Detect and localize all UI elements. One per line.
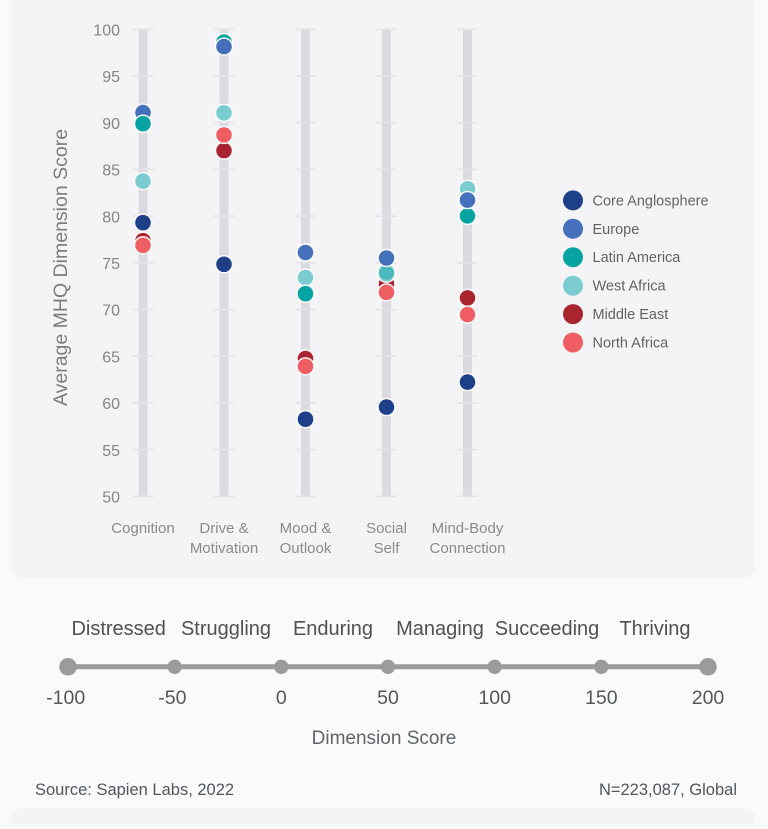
- svg-text:Average MHQ Dimension Score: Average MHQ Dimension Score: [50, 129, 72, 406]
- svg-text:Core Anglosphere: Core Anglosphere: [593, 193, 709, 209]
- svg-text:Latin America: Latin America: [593, 250, 682, 266]
- svg-text:90: 90: [102, 116, 120, 133]
- svg-text:Self: Self: [374, 540, 401, 557]
- svg-text:65: 65: [102, 349, 120, 366]
- svg-text:Connection: Connection: [430, 540, 506, 557]
- svg-text:55: 55: [102, 443, 120, 460]
- svg-text:50: 50: [377, 687, 399, 709]
- svg-text:Middle East: Middle East: [593, 307, 669, 323]
- svg-text:Outlook: Outlook: [280, 540, 332, 557]
- svg-text:Motivation: Motivation: [190, 540, 258, 557]
- svg-text:100: 100: [93, 23, 120, 40]
- svg-text:100: 100: [478, 687, 511, 709]
- svg-text:Distressed: Distressed: [71, 618, 165, 640]
- svg-text:North Africa: North Africa: [593, 336, 670, 352]
- svg-text:50: 50: [102, 490, 120, 507]
- svg-text:0: 0: [276, 687, 287, 709]
- svg-text:70: 70: [102, 303, 120, 320]
- svg-text:Social: Social: [366, 520, 407, 537]
- svg-text:N=223,087, Global: N=223,087, Global: [599, 781, 737, 799]
- svg-text:-100: -100: [46, 687, 85, 709]
- svg-text:Managing: Managing: [396, 618, 484, 640]
- svg-text:75: 75: [102, 256, 120, 273]
- svg-text:-50: -50: [158, 687, 186, 709]
- svg-text:80: 80: [102, 209, 120, 226]
- svg-text:150: 150: [585, 687, 618, 709]
- svg-text:Struggling: Struggling: [181, 618, 271, 640]
- svg-text:Mood &: Mood &: [280, 520, 332, 537]
- svg-text:Source: Sapien Labs, 2022: Source: Sapien Labs, 2022: [35, 781, 234, 799]
- svg-text:West Africa: West Africa: [593, 279, 667, 295]
- svg-text:Succeeding: Succeeding: [495, 618, 600, 640]
- svg-text:Enduring: Enduring: [293, 618, 373, 640]
- svg-text:Thriving: Thriving: [619, 618, 690, 640]
- svg-text:85: 85: [102, 163, 120, 180]
- svg-text:Mind-Body: Mind-Body: [432, 520, 504, 537]
- svg-text:Europe: Europe: [593, 222, 640, 238]
- svg-text:200: 200: [692, 687, 725, 709]
- svg-text:Dimension Score: Dimension Score: [312, 728, 457, 749]
- svg-text:60: 60: [102, 396, 120, 413]
- svg-text:Drive &: Drive &: [199, 520, 248, 537]
- svg-text:Cognition: Cognition: [111, 520, 174, 537]
- svg-text:95: 95: [102, 69, 120, 86]
